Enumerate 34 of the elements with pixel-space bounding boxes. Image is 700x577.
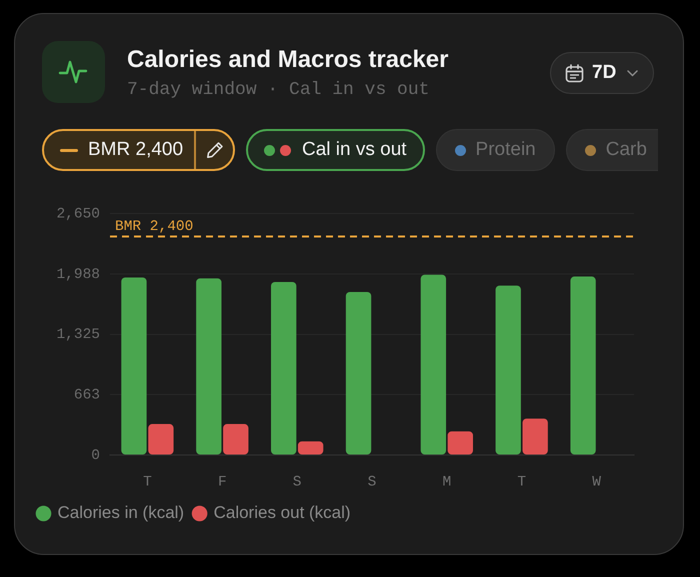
chip-label: BMR 2,400: [88, 139, 184, 161]
legend-label: Calories in (kcal): [58, 503, 184, 522]
x-tick-label: W: [592, 474, 602, 491]
chart-title: Calories and Macros tracker: [127, 46, 448, 73]
bar: [223, 424, 248, 454]
legend-label: Calories out (kcal): [214, 503, 351, 522]
bar: [420, 274, 446, 454]
button-label: 7D: [592, 62, 616, 84]
bar: [346, 292, 372, 454]
x-tick-label: T: [143, 474, 152, 491]
y-tick-label: 1,325: [56, 327, 100, 344]
y-tick-label: 663: [74, 388, 100, 404]
x-tick-label: T: [517, 474, 526, 491]
chip-label: Cal in vs out: [302, 139, 407, 161]
y-tick-label: 0: [91, 448, 100, 464]
bar: [570, 276, 596, 454]
chart-subtitle: 7-day window · Cal in vs out: [127, 80, 430, 100]
x-tick-label: M: [442, 474, 452, 491]
y-tick-label: 1,988: [56, 266, 100, 283]
y-tick-label: 2,650: [56, 206, 100, 223]
chip-label: Protein: [476, 139, 536, 161]
x-tick-label: S: [368, 474, 376, 491]
ref-line-label: BMR 2,400: [115, 219, 194, 236]
x-tick-label: F: [218, 474, 227, 491]
bar: [298, 441, 324, 454]
bar: [448, 431, 473, 454]
bar: [196, 278, 222, 454]
bar: [496, 286, 521, 454]
chip-label: Carb: [606, 139, 647, 161]
bar: [522, 418, 548, 454]
x-tick-label: S: [292, 474, 302, 491]
bar: [148, 424, 174, 454]
bar: [271, 282, 296, 454]
bar: [121, 277, 147, 454]
